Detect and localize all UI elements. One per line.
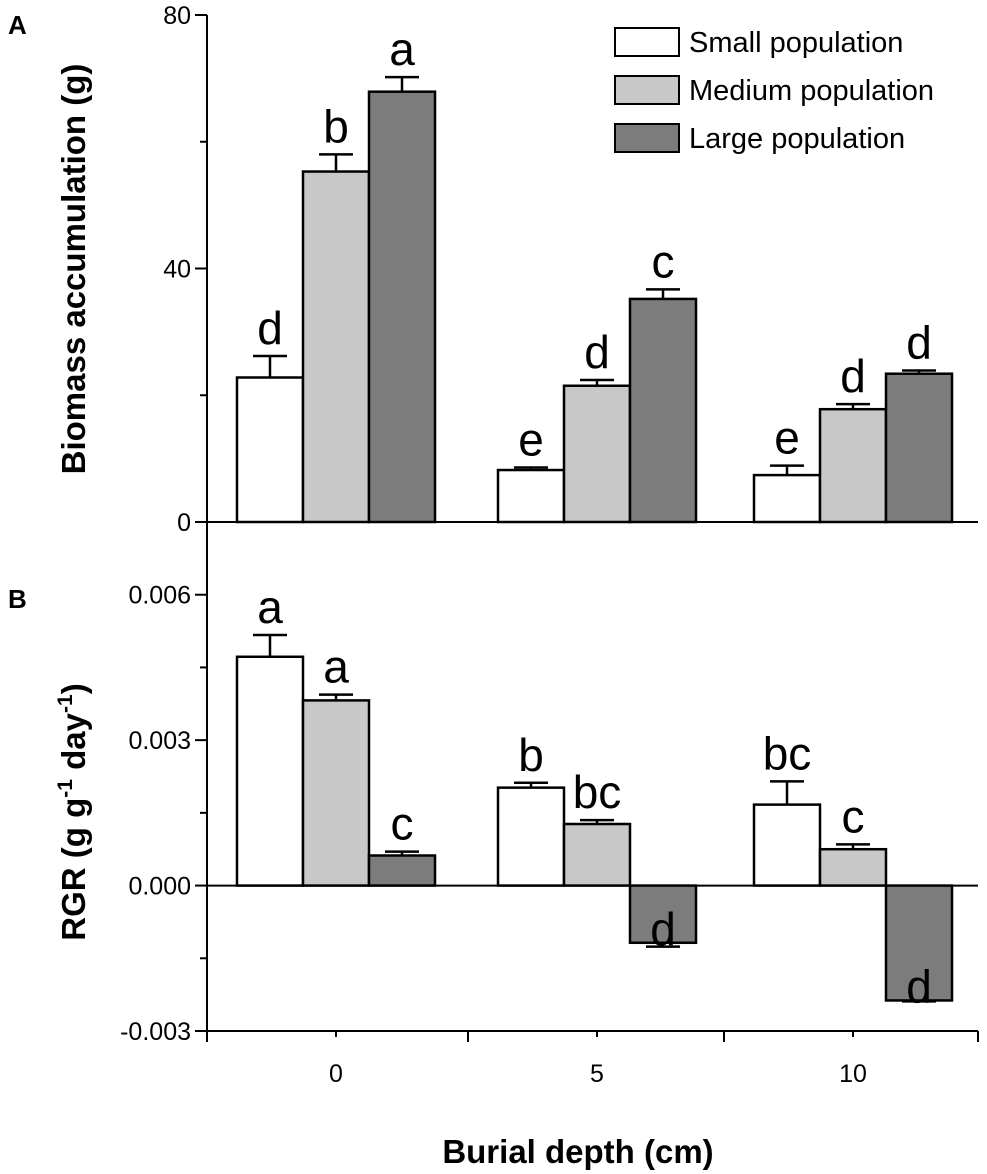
bar-b-s2-c1 — [628, 884, 698, 945]
y-tick-label-a-1: 40 — [163, 256, 191, 284]
x-axis-title: Burial depth (cm) — [442, 1133, 713, 1170]
y-tick-label-a-2: 80 — [163, 2, 191, 30]
bar-b-s1-c0 — [301, 699, 371, 887]
y-tick-label-b-0: -0.003 — [120, 1018, 191, 1046]
x-tick-label-2: 10 — [839, 1060, 867, 1088]
bar-b-s2-c2 — [884, 884, 954, 1002]
bar-b-s0-c0 — [235, 655, 305, 887]
sig-letter-b-s1-c1: bc — [573, 766, 622, 818]
legend-swatch-0 — [614, 27, 680, 57]
sig-letter-b-s0-c2: bc — [763, 727, 812, 779]
legend-label-1: Medium population — [689, 75, 934, 107]
sig-letter-a-s2-c2: d — [906, 317, 932, 369]
legend-label-2: Large population — [689, 123, 905, 155]
y-tick-label-a-0: 0 — [177, 509, 191, 537]
legend: Small population Medium population Large p… — [614, 27, 934, 155]
sig-letter-b-s0-c0: a — [257, 581, 283, 633]
sig-letter-b-s1-c0: a — [323, 641, 349, 693]
sig-letter-b-s2-c2: d — [906, 960, 932, 1012]
bar-a-s0-c1 — [496, 468, 566, 524]
bar-a-s0-c2 — [752, 473, 822, 524]
bar-b-s1-c2 — [818, 847, 888, 887]
sig-letter-a-s2-c0: a — [389, 23, 415, 75]
panel-label-b: B — [8, 584, 27, 614]
sig-letter-a-s0-c0: d — [257, 302, 283, 354]
y-tick-label-b-2: 0.003 — [128, 727, 191, 755]
bar-a-s2-c2 — [884, 372, 954, 524]
legend-swatch-2 — [614, 123, 680, 153]
bar-a-s1-c1 — [562, 384, 632, 524]
bar-b-s0-c1 — [496, 786, 566, 887]
y-axis-title-a: Biomass accumulation (g) — [55, 64, 92, 475]
y-axis-title-b: RGR (g g-1 day-1) — [54, 683, 92, 940]
sig-letter-b-s0-c1: b — [518, 729, 544, 781]
bar-b-s0-c2 — [752, 803, 822, 887]
x-tick-label-0: 0 — [329, 1060, 343, 1088]
x-tick-label-1: 5 — [590, 1060, 604, 1088]
bar-b-s2-c0 — [367, 854, 437, 887]
y-tick-label-b-1: 0.000 — [128, 873, 191, 901]
y-tick-label-b-3: 0.006 — [128, 582, 191, 610]
panel-label-a: A — [8, 10, 27, 40]
legend-label-0: Small population — [689, 27, 903, 59]
sig-letter-b-s2-c1: d — [650, 903, 676, 955]
bar-b-s1-c1 — [562, 822, 632, 887]
bar-a-s1-c0 — [301, 170, 371, 524]
sig-letter-a-s1-c2: d — [840, 350, 866, 402]
bar-a-s2-c1 — [628, 297, 698, 524]
sig-letter-a-s2-c1: c — [652, 235, 675, 287]
sig-letter-b-s2-c0: c — [391, 798, 414, 850]
bar-a-s1-c2 — [818, 407, 888, 524]
legend-swatch-1 — [614, 75, 680, 105]
sig-letter-a-s1-c1: d — [584, 326, 610, 378]
bar-a-s2-c0 — [367, 90, 437, 524]
sig-letter-a-s0-c1: e — [518, 413, 544, 465]
sig-letter-a-s1-c0: b — [323, 100, 349, 152]
sig-letter-a-s0-c2: e — [774, 412, 800, 464]
bar-a-s0-c0 — [235, 376, 305, 524]
sig-letter-b-s1-c2: c — [842, 790, 865, 842]
